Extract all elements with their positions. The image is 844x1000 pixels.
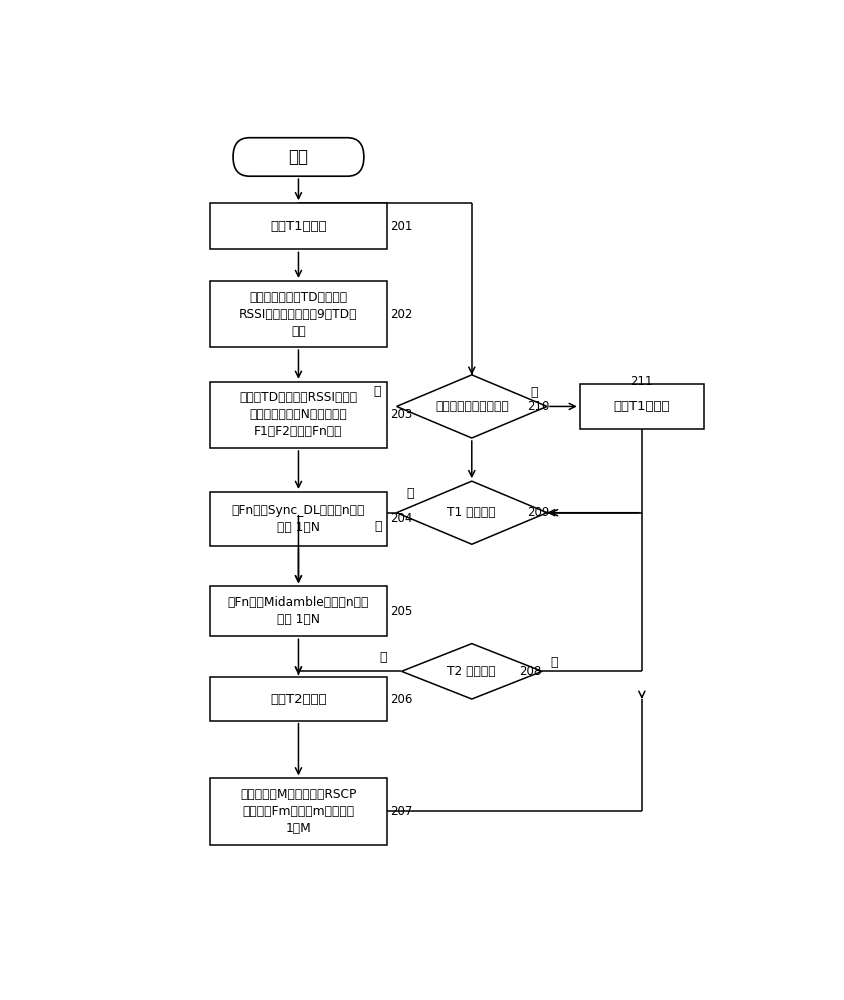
- Text: 否: 否: [375, 520, 382, 533]
- FancyBboxPatch shape: [210, 492, 387, 546]
- Text: 依次测量配置的TD邻区载波
RSSI（目前网络配甩9个TD频
点）: 依次测量配置的TD邻区载波 RSSI（目前网络配甩9个TD频 点）: [239, 291, 358, 338]
- Text: 208: 208: [520, 665, 542, 678]
- FancyBboxPatch shape: [210, 281, 387, 347]
- FancyBboxPatch shape: [210, 203, 387, 249]
- Text: 终端是否发生了移动？: 终端是否发生了移动？: [435, 400, 509, 413]
- Polygon shape: [397, 375, 547, 438]
- Polygon shape: [397, 481, 547, 544]
- FancyBboxPatch shape: [210, 677, 387, 721]
- Text: 209: 209: [527, 506, 549, 519]
- Text: 否: 否: [550, 656, 558, 669]
- Text: 204: 204: [390, 512, 413, 525]
- Text: 206: 206: [390, 693, 413, 706]
- FancyBboxPatch shape: [210, 586, 387, 636]
- FancyBboxPatch shape: [580, 384, 704, 429]
- Text: 否: 否: [530, 386, 538, 399]
- Text: 205: 205: [390, 605, 412, 618]
- Text: T2 时间到？: T2 时间到？: [447, 665, 496, 678]
- Text: 对Fn进行Midamble检测，n取值
范围 1～N: 对Fn进行Midamble检测，n取值 范围 1～N: [228, 596, 369, 626]
- Text: 203: 203: [390, 408, 412, 421]
- FancyBboxPatch shape: [233, 138, 364, 176]
- Polygon shape: [402, 644, 542, 699]
- Text: 开启T1定时器: 开启T1定时器: [270, 220, 327, 233]
- Text: 对同步上的M个小区进行RSCP
测量，用Fm表示，m取值范围
1～M: 对同步上的M个小区进行RSCP 测量，用Fm表示，m取值范围 1～M: [241, 788, 357, 835]
- Text: 201: 201: [390, 220, 413, 233]
- Text: 对Fn进行Sync_DL检测，n取值
范围 1～N: 对Fn进行Sync_DL检测，n取值 范围 1～N: [232, 504, 365, 534]
- Text: 是: 是: [406, 487, 414, 500]
- Text: 207: 207: [390, 805, 413, 818]
- FancyBboxPatch shape: [210, 382, 387, 448]
- Text: 是: 是: [380, 651, 387, 664]
- Text: 210: 210: [527, 400, 549, 413]
- Text: 是: 是: [373, 385, 381, 398]
- Text: 开始: 开始: [289, 148, 308, 166]
- Text: T1 时间到？: T1 时间到？: [447, 506, 496, 519]
- Text: 开启T1定时器: 开启T1定时器: [614, 400, 670, 413]
- Text: 202: 202: [390, 308, 413, 321]
- FancyBboxPatch shape: [210, 778, 387, 845]
- Text: 211: 211: [630, 375, 653, 388]
- Text: 对所有TD邻区载波RSSI测量结
果排序，找出前N强频点，用
F1、F2。。。Fn表示: 对所有TD邻区载波RSSI测量结 果排序，找出前N强频点，用 F1、F2。。。F…: [240, 391, 358, 438]
- Text: 开启T2定时器: 开启T2定时器: [270, 693, 327, 706]
